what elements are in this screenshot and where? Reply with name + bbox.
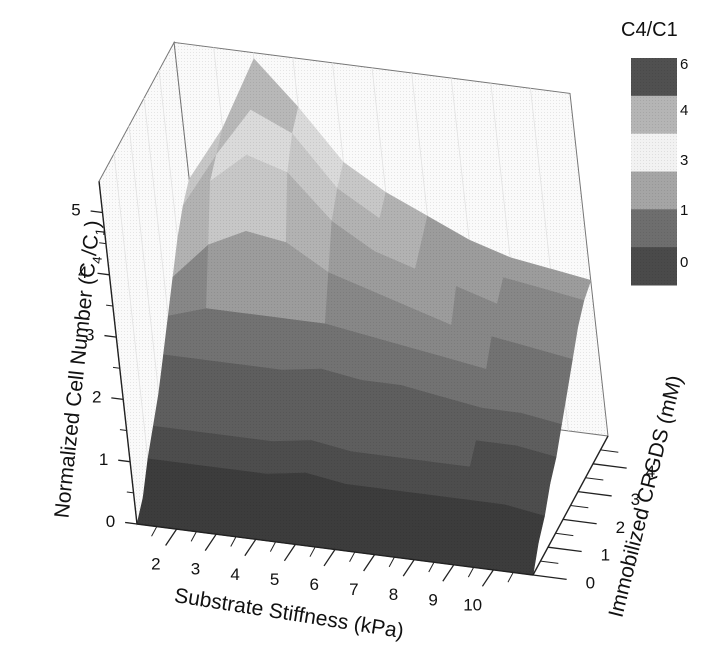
z-axis-title: Normalized Cell Number (C4/C1) <box>50 219 108 519</box>
x-minor-tick <box>428 562 435 573</box>
z-minor-tick <box>99 242 107 245</box>
x-tick <box>165 528 178 546</box>
x-minor-tick <box>388 556 395 568</box>
colorbar-label: 0 <box>680 254 688 271</box>
colorbar-texture <box>631 58 677 285</box>
x-tick <box>323 549 336 567</box>
x-minor-tick <box>151 526 158 537</box>
z-tick-label: 5 <box>71 201 80 220</box>
x-tick-label: 8 <box>389 585 398 604</box>
colorbar: C4/C1 6 4 3 1 0 <box>621 19 688 286</box>
x-tick-label: 4 <box>230 565 239 584</box>
y-minor-tick <box>555 532 574 537</box>
surface-texture <box>137 58 591 576</box>
y-axis-title: Immobilized CRGDS (mM) <box>604 373 686 620</box>
colorbar-title: C4/C1 <box>621 19 678 41</box>
y-tick-label: 0 <box>586 573 595 592</box>
y-minor-tick <box>570 505 589 509</box>
y-minor-tick <box>585 477 604 481</box>
x-minor-tick <box>507 572 514 583</box>
x-tick-label: 2 <box>151 555 160 574</box>
x-tick-label: 6 <box>310 575 319 594</box>
x-minor-tick <box>467 567 475 578</box>
z-tick <box>125 521 138 525</box>
x-tick <box>363 554 376 572</box>
y-tick <box>532 574 567 580</box>
x-tick <box>481 569 494 587</box>
x-tick <box>402 559 415 577</box>
x-minor-tick <box>349 551 356 563</box>
y-minor-tick <box>600 449 619 453</box>
y-tick-label: 2 <box>616 518 625 537</box>
axis-line <box>98 181 138 525</box>
z-tick-label: 1 <box>99 450 108 469</box>
z-tick <box>104 334 117 338</box>
x-tick-label: 7 <box>349 580 358 599</box>
x-tick-label: 3 <box>191 560 200 579</box>
y-tick-label: 4 <box>646 462 655 481</box>
colorbar-label: 4 <box>680 102 688 119</box>
z-tick-label: 4 <box>78 263 87 282</box>
z-tick <box>90 210 103 214</box>
z-tick-label: 0 <box>106 512 115 531</box>
z-minor-tick <box>106 304 113 307</box>
y-tick-label: 3 <box>631 490 640 509</box>
x-tick-label: 5 <box>270 570 279 589</box>
y-tick <box>592 463 627 469</box>
x-tick <box>244 538 257 557</box>
x-axis-title: Substrate Stiffness (kPa) <box>173 584 406 643</box>
y-tick <box>577 490 612 497</box>
x-minor-tick <box>269 541 277 552</box>
x-tick-label: 9 <box>428 590 437 609</box>
z-minor-tick <box>126 491 134 494</box>
z-tick-label: 2 <box>92 388 101 407</box>
x-tick <box>442 564 455 582</box>
x-minor-tick <box>190 531 197 542</box>
z-tick <box>118 459 131 463</box>
z-minor-tick <box>112 366 120 369</box>
y-minor-tick <box>540 560 559 564</box>
colorbar-label: 1 <box>680 202 688 219</box>
x-tick <box>204 533 217 551</box>
x-tick-label: 10 <box>463 595 482 614</box>
wall-gridline <box>113 153 153 497</box>
z-tick-label: 3 <box>85 325 94 344</box>
colorbar-label: 3 <box>680 152 688 169</box>
y-tick <box>562 518 597 525</box>
colorbar-label: 6 <box>680 56 688 73</box>
x-minor-tick <box>309 546 316 557</box>
z-tick <box>97 272 110 276</box>
surface-mesh <box>136 58 592 576</box>
x-minor-tick <box>230 536 237 547</box>
z-tick <box>111 397 124 401</box>
y-tick-label: 1 <box>601 546 610 565</box>
x-tick <box>283 544 296 562</box>
z-minor-tick <box>119 429 127 432</box>
y-tick <box>547 546 582 553</box>
